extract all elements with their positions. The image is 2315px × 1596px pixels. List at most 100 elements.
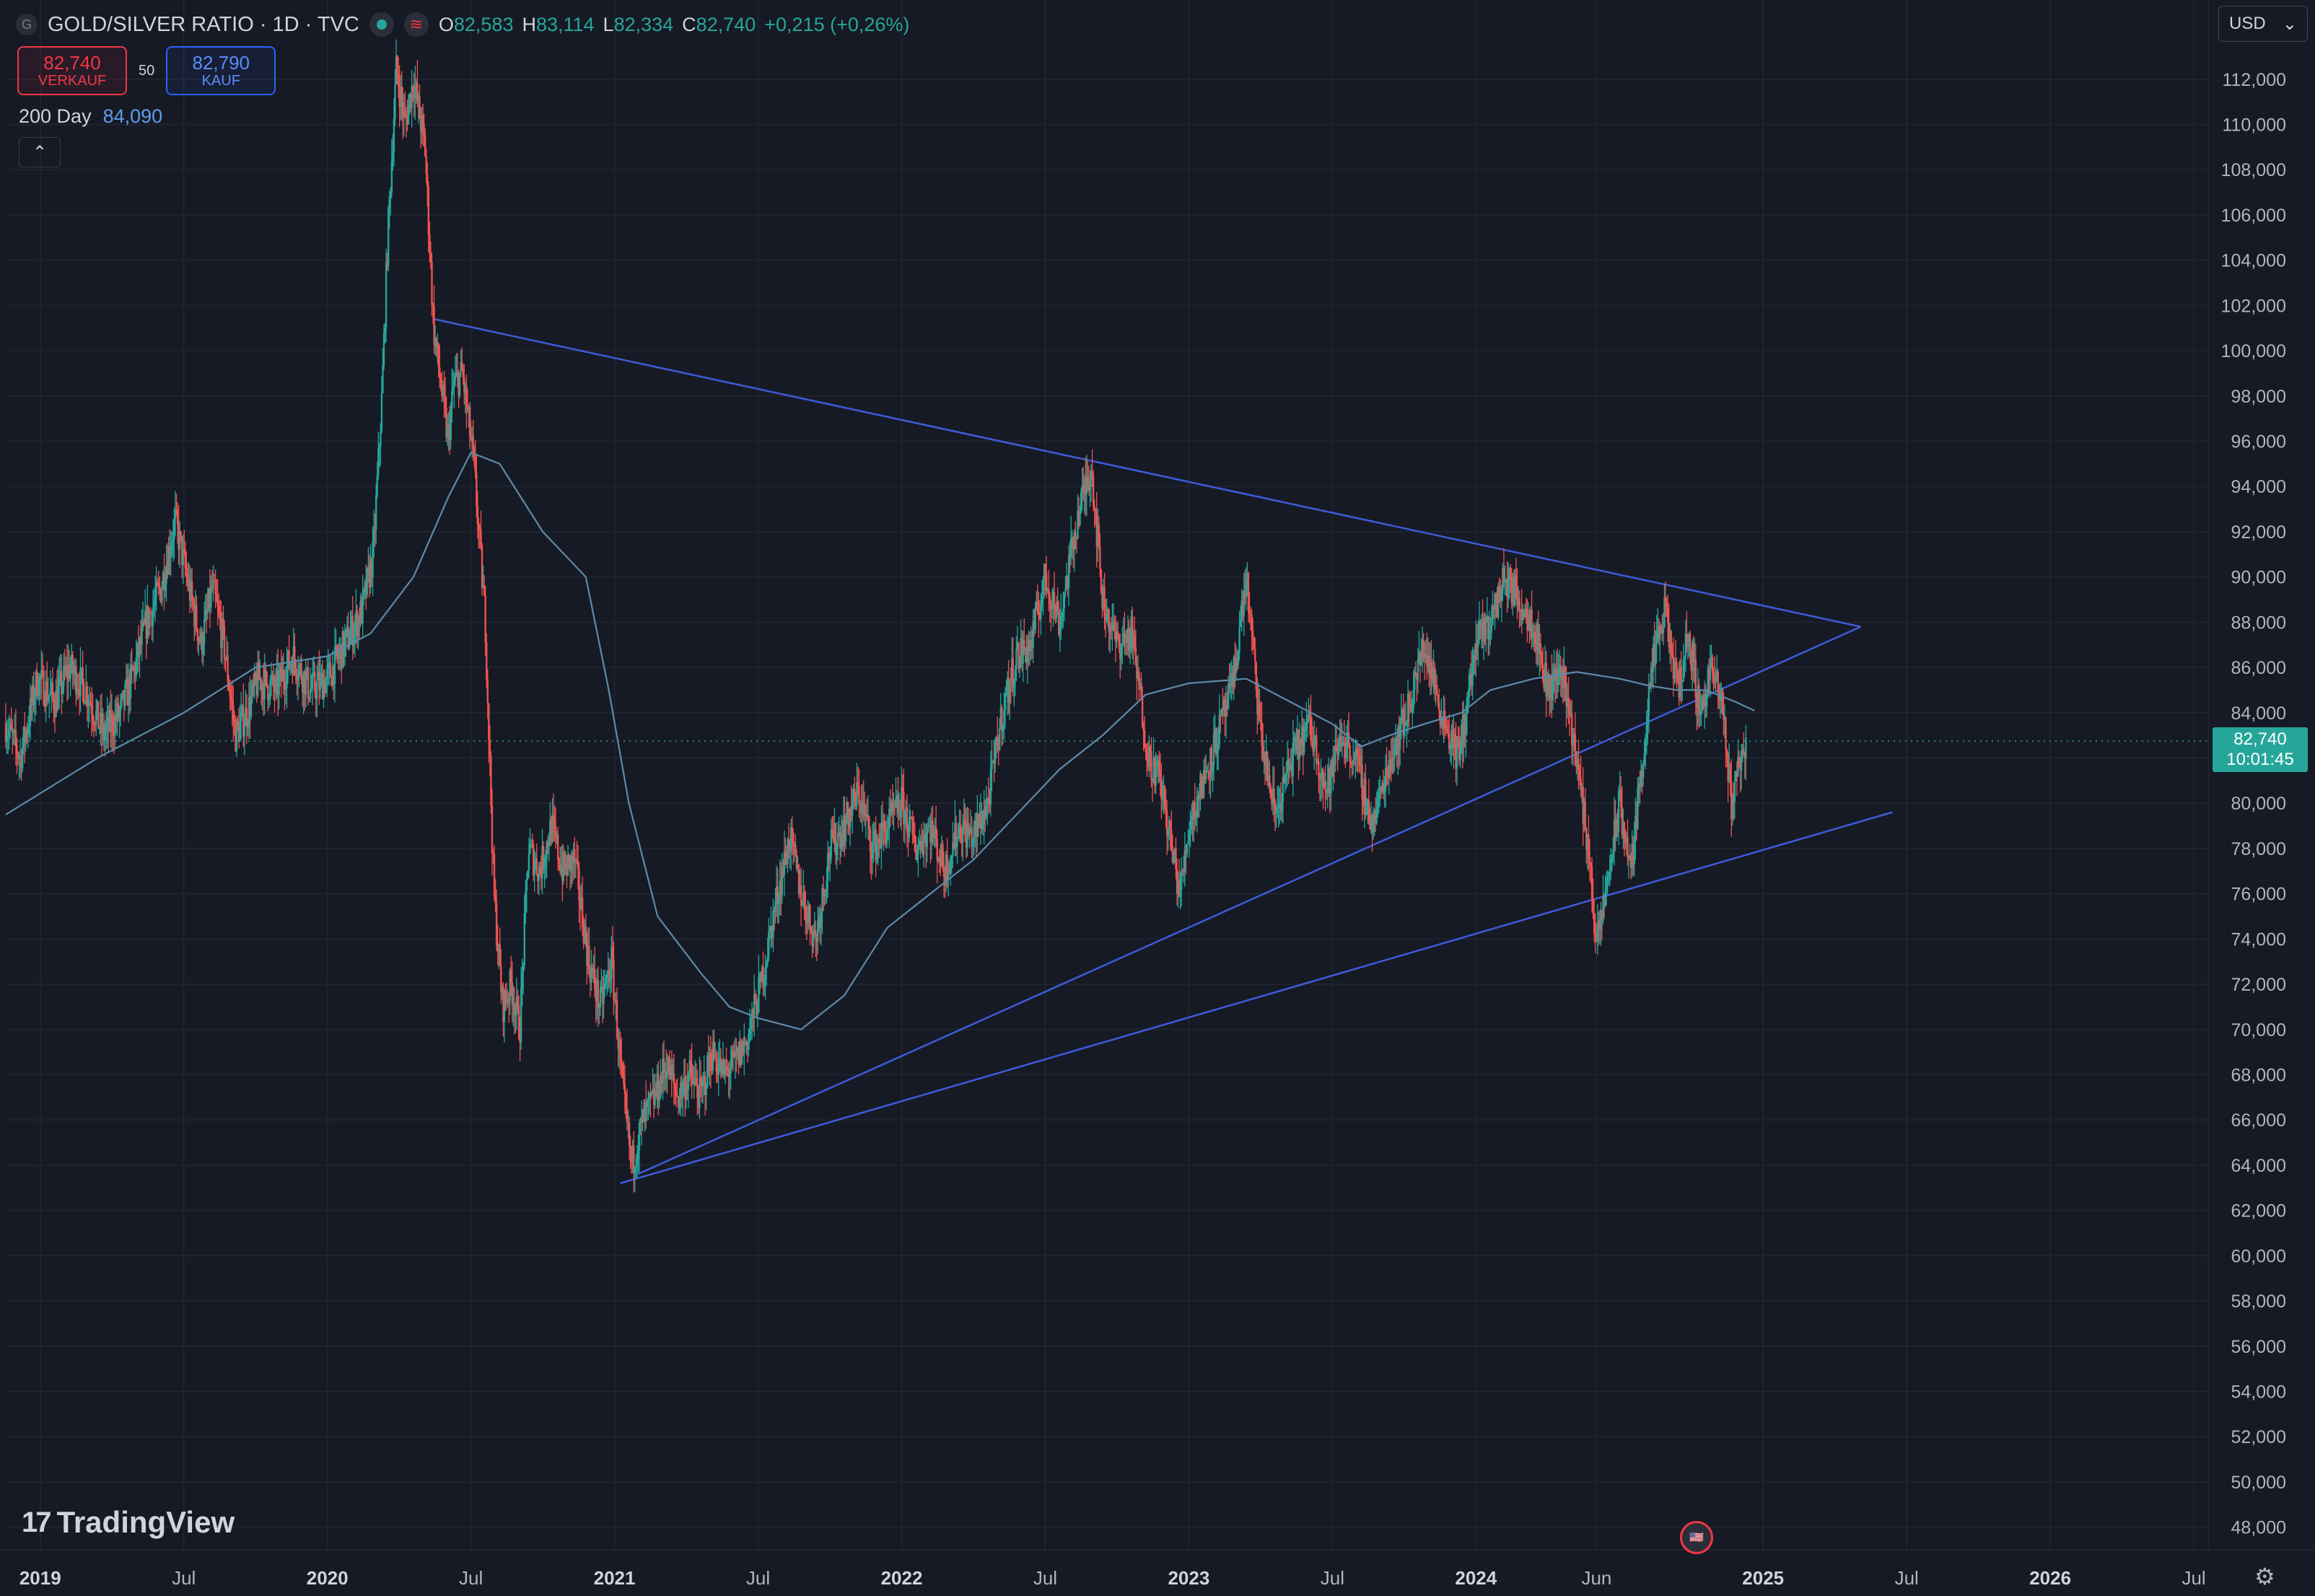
candle-body [1494,594,1496,610]
candle-body [1471,663,1474,686]
candle-body [1411,709,1414,712]
candle-body [262,683,265,700]
candle-body [491,805,494,854]
buy-button[interactable]: 82,790 KAUF [166,46,276,95]
trendline-upper[interactable] [433,317,1861,628]
candle-body [963,820,965,828]
candle-body [390,192,392,197]
candle-body [115,715,118,721]
candle-body [433,305,435,345]
candle-body [1146,753,1148,761]
candle-body [1475,643,1477,659]
candle-body [1004,693,1007,711]
candle-body [486,678,489,703]
trendline-rising-support[interactable] [636,626,1862,1175]
candle-body [378,446,381,449]
candle-body [1369,822,1371,830]
candle-body [936,838,938,861]
candle-body [754,994,756,1001]
candle-body [995,737,997,740]
candle-body [1522,610,1524,621]
candle-body [496,945,499,952]
data-feed-icon[interactable]: ≋ [403,12,429,37]
candle-body [1423,657,1426,658]
candle-body [159,589,162,602]
candle-body [856,782,858,807]
candle-body [397,74,400,87]
candle-body [642,1109,644,1118]
candle-body [1186,843,1189,854]
candle-body [1639,783,1641,786]
candle-body [1673,662,1676,679]
candle-body [878,838,880,843]
candle-body [1015,649,1018,670]
candle-body [429,234,431,253]
candle-body [600,986,603,989]
candle-body [255,672,257,682]
candle-body [805,920,808,924]
candle-body [1199,773,1202,795]
candle-body [198,638,200,641]
time-axis[interactable]: 2019 Jul 2020 Jul 2021 Jul 2022 Jul 2023 Jul 2024 J… [0,1549,2315,1596]
candle-body [1212,764,1214,771]
candle-body [773,910,776,912]
candle-body [591,968,594,973]
candle-body [170,550,172,558]
candle-body [323,680,325,700]
candle-body [1206,771,1208,773]
candle-body [707,1056,710,1071]
candle-body [631,1145,634,1163]
candle-body [1347,732,1350,745]
price-axis[interactable]: 48,00050,00052,00054,00056,00058,00060,0… [2207,0,2315,1596]
candle-body [617,1038,619,1049]
trendline-lower-support[interactable] [620,811,1893,1185]
candle-body [270,679,273,681]
candle-body [865,814,867,816]
candle-body [427,186,430,235]
collapse-legend-button[interactable]: ⌃ [19,137,61,167]
candle-body [509,970,511,1001]
y-tick-label: 100,000 [2221,341,2286,361]
candle-body [746,1041,749,1050]
candle-body [866,814,868,817]
candle-body [1129,632,1132,652]
candle-body [1388,759,1390,778]
candle-body [1524,608,1526,618]
candle-body [993,760,995,764]
tradingview-logo[interactable]: 17 TradingView [22,1505,235,1540]
candle-body [1629,856,1631,860]
candle-body [318,672,320,690]
trendlines[interactable] [433,317,1893,1185]
candle-body [697,1097,700,1108]
candle-body [1259,704,1261,721]
candle-body [395,56,398,85]
candle-body [903,810,906,825]
candle-body [964,820,966,826]
y-tick-label: 88,000 [2231,613,2286,633]
market-status-icon[interactable] [369,12,394,37]
candle-body [1573,733,1575,735]
candle-body [799,885,801,894]
candle-body [1559,665,1561,670]
candle-body [728,1073,731,1078]
candle-body [1702,698,1704,707]
indicator-legend[interactable]: 200 Day 84,090 [19,105,162,128]
candle-body [1296,729,1299,751]
candle-body [790,827,792,851]
currency-selector[interactable]: USD ⌄ [2218,6,2308,42]
symbol-title[interactable]: GOLD/SILVER RATIO · 1D · TVC [48,12,359,36]
x-tick-label: Jun [1581,1567,1611,1589]
candle-body [1601,910,1603,921]
candle-body [1557,670,1559,685]
candle-body [891,801,894,811]
economic-event-flag-icon[interactable]: 🇺🇸 [1680,1521,1713,1554]
candle-body [413,92,415,98]
candle-body [271,675,273,680]
sell-button[interactable]: 82,740 VERKAUF [17,46,127,95]
gear-icon[interactable]: ⚙ [2254,1564,2275,1590]
candle-body [1401,709,1404,716]
x-tick-label: 2026 [2029,1567,2071,1589]
candle-body [1525,608,1528,612]
candle-body [1730,780,1733,820]
